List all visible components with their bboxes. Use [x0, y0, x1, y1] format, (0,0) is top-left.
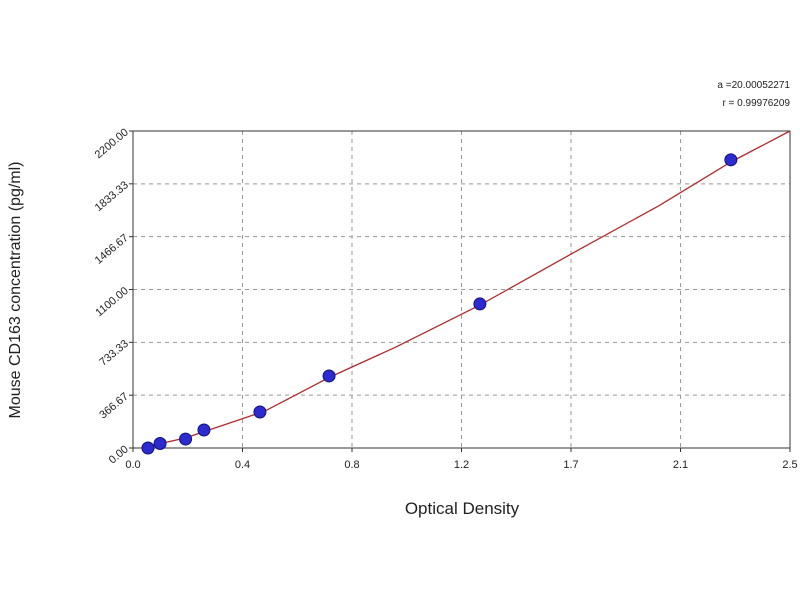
x-tick-label: 0.8 [344, 459, 359, 471]
data-point [197, 423, 211, 437]
data-point [724, 153, 738, 167]
x-tick-label: 2.5 [782, 459, 797, 471]
y-axis-label: Mouse CD163 concentration (pg/ml) [7, 161, 24, 418]
data-point [473, 297, 487, 311]
x-tick-label: 1.7 [563, 459, 578, 471]
fit-curve [140, 130, 791, 449]
plot-frame [132, 130, 791, 449]
data-point [253, 405, 267, 419]
x-tick-label: 1.2 [454, 459, 469, 471]
x-tick-label: 0.0 [125, 459, 140, 471]
annotation: a =20.00052271 [717, 80, 790, 91]
data-point [179, 432, 193, 446]
x-tick-label: 2.1 [673, 459, 688, 471]
annotation: r = 0.99976209 [722, 98, 790, 109]
x-tick-label: 0.4 [235, 459, 250, 471]
x-axis-label: Optical Density [405, 499, 520, 518]
data-point [322, 369, 336, 383]
data-point [153, 437, 167, 451]
data-point [141, 441, 155, 455]
